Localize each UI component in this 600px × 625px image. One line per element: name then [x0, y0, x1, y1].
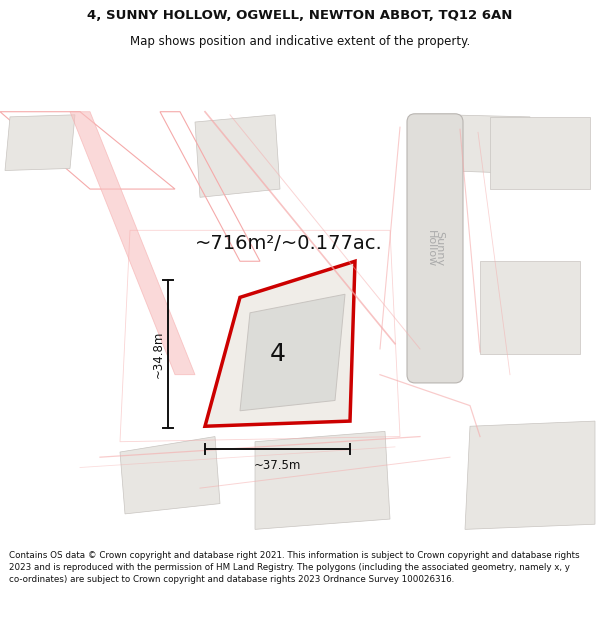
Polygon shape — [70, 112, 195, 374]
Polygon shape — [255, 431, 390, 529]
FancyBboxPatch shape — [407, 114, 463, 383]
Text: ~34.8m: ~34.8m — [151, 331, 164, 378]
Polygon shape — [240, 294, 345, 411]
Polygon shape — [195, 115, 280, 198]
Polygon shape — [490, 117, 590, 189]
Polygon shape — [5, 115, 75, 171]
Text: ~716m²/~0.177ac.: ~716m²/~0.177ac. — [195, 234, 383, 253]
Text: 4: 4 — [270, 342, 286, 366]
Polygon shape — [0, 55, 600, 550]
Text: 4, SUNNY HOLLOW, OGWELL, NEWTON ABBOT, TQ12 6AN: 4, SUNNY HOLLOW, OGWELL, NEWTON ABBOT, T… — [88, 9, 512, 22]
Polygon shape — [440, 115, 530, 174]
Text: ~37.5m: ~37.5m — [254, 459, 301, 472]
Polygon shape — [120, 436, 220, 514]
Polygon shape — [465, 421, 595, 529]
Text: Map shows position and indicative extent of the property.: Map shows position and indicative extent… — [130, 35, 470, 48]
Polygon shape — [480, 261, 580, 354]
Text: Contains OS data © Crown copyright and database right 2021. This information is : Contains OS data © Crown copyright and d… — [9, 551, 580, 584]
Polygon shape — [205, 261, 355, 426]
Text: Sunny
Hollow: Sunny Hollow — [425, 230, 445, 267]
